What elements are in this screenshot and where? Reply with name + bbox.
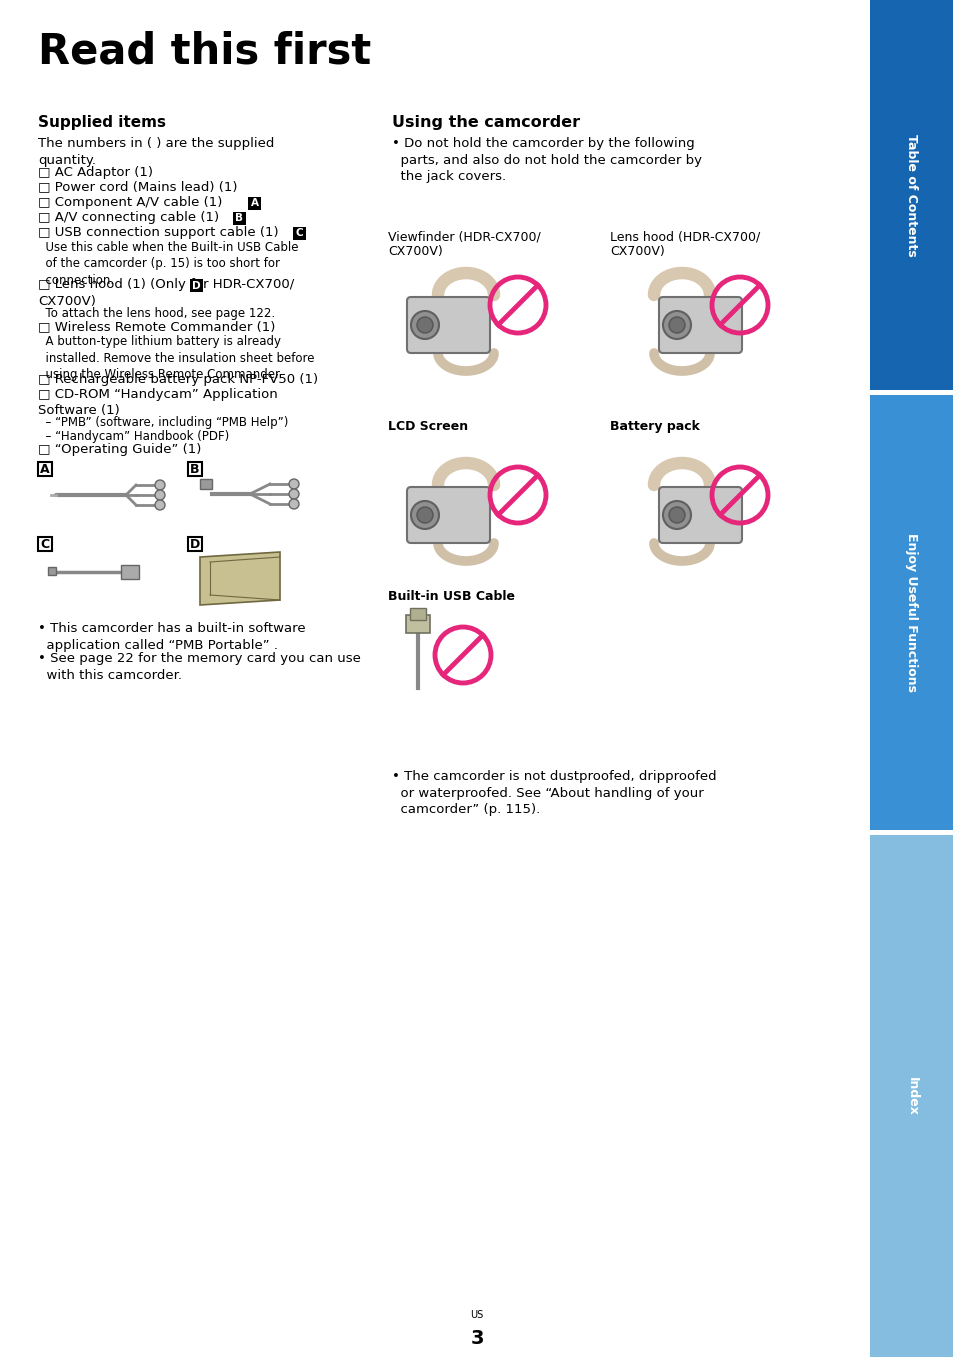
Text: A button-type lithium battery is already
  installed. Remove the insulation shee: A button-type lithium battery is already…	[38, 335, 314, 381]
Text: To attach the lens hood, see page 122.: To attach the lens hood, see page 122.	[38, 307, 274, 319]
Text: Supplied items: Supplied items	[38, 115, 166, 130]
Text: □ Rechargeable battery pack NP-FV50 (1): □ Rechargeable battery pack NP-FV50 (1)	[38, 373, 317, 385]
Text: C: C	[295, 228, 303, 237]
Circle shape	[662, 311, 690, 339]
Circle shape	[289, 479, 298, 489]
Polygon shape	[200, 552, 280, 605]
Text: 3: 3	[470, 1329, 483, 1348]
Text: – “PMB” (software, including “PMB Help”): – “PMB” (software, including “PMB Help”)	[38, 417, 288, 429]
FancyBboxPatch shape	[659, 487, 741, 543]
Text: Using the camcorder: Using the camcorder	[392, 115, 579, 130]
Text: □ Power cord (Mains lead) (1): □ Power cord (Mains lead) (1)	[38, 180, 237, 194]
Bar	[869, 830, 953, 833]
Text: B: B	[235, 213, 243, 223]
FancyBboxPatch shape	[407, 487, 490, 543]
Text: Viewfinder (HDR-CX700/
CX700V): Viewfinder (HDR-CX700/ CX700V)	[388, 229, 540, 258]
Text: Battery pack: Battery pack	[609, 421, 700, 433]
Bar	[869, 395, 953, 830]
Bar	[293, 227, 306, 239]
Text: • This camcorder has a built-in software
  application called “PMB Portable” .: • This camcorder has a built-in software…	[38, 622, 305, 651]
Circle shape	[411, 501, 438, 529]
Circle shape	[154, 480, 165, 490]
Circle shape	[668, 508, 684, 522]
Bar	[200, 479, 212, 489]
Text: □ USB connection support cable (1): □ USB connection support cable (1)	[38, 225, 278, 239]
Text: □ Lens hood (1) (Only for HDR-CX700/
CX700V): □ Lens hood (1) (Only for HDR-CX700/ CX7…	[38, 278, 294, 308]
Circle shape	[416, 508, 433, 522]
Bar	[188, 537, 202, 551]
FancyBboxPatch shape	[407, 297, 490, 353]
Text: Read this first: Read this first	[38, 30, 371, 72]
Text: US: US	[470, 1310, 483, 1320]
Circle shape	[668, 318, 684, 332]
Text: • See page 22 for the memory card you can use
  with this camcorder.: • See page 22 for the memory card you ca…	[38, 651, 360, 681]
Circle shape	[411, 311, 438, 339]
Circle shape	[154, 490, 165, 499]
Bar	[38, 537, 52, 551]
Bar	[190, 280, 203, 292]
Circle shape	[662, 501, 690, 529]
Text: C: C	[40, 537, 50, 551]
Text: □ CD-ROM “Handycam” Application
Software (1): □ CD-ROM “Handycam” Application Software…	[38, 388, 277, 417]
Text: Use this cable when the Built-in USB Cable
  of the camcorder (p. 15) is too sho: Use this cable when the Built-in USB Cab…	[38, 240, 298, 286]
Text: □ A/V connecting cable (1): □ A/V connecting cable (1)	[38, 210, 219, 224]
Circle shape	[289, 489, 298, 499]
Bar	[233, 212, 246, 224]
Text: D: D	[190, 537, 200, 551]
Text: Enjoy Useful Functions: Enjoy Useful Functions	[904, 533, 918, 692]
Bar	[188, 461, 202, 476]
Bar	[869, 835, 953, 1357]
Text: • Do not hold the camcorder by the following
  parts, and also do not hold the c: • Do not hold the camcorder by the follo…	[392, 137, 701, 183]
Text: □ Wireless Remote Commander (1): □ Wireless Remote Commander (1)	[38, 320, 275, 332]
Text: Table of Contents: Table of Contents	[904, 133, 918, 256]
Text: • The camcorder is not dustproofed, dripproofed
  or waterproofed. See “About ha: • The camcorder is not dustproofed, drip…	[392, 769, 716, 816]
Bar	[410, 608, 426, 620]
Text: Built-in USB Cable: Built-in USB Cable	[388, 590, 515, 603]
Text: A: A	[251, 198, 258, 208]
Text: A: A	[40, 463, 50, 475]
Text: B: B	[190, 463, 199, 475]
FancyBboxPatch shape	[659, 297, 741, 353]
Bar	[38, 461, 52, 476]
Text: □ “Operating Guide” (1): □ “Operating Guide” (1)	[38, 442, 201, 456]
Bar	[248, 197, 261, 209]
Text: Lens hood (HDR-CX700/
CX700V): Lens hood (HDR-CX700/ CX700V)	[609, 229, 760, 258]
Circle shape	[289, 499, 298, 509]
Bar	[48, 567, 56, 575]
Bar	[869, 389, 953, 394]
Text: Index: Index	[904, 1076, 918, 1115]
Circle shape	[416, 318, 433, 332]
Text: □ AC Adaptor (1): □ AC Adaptor (1)	[38, 166, 152, 179]
Bar	[121, 565, 139, 579]
Text: LCD Screen: LCD Screen	[388, 421, 468, 433]
Text: D: D	[192, 281, 200, 290]
Text: – “Handycam” Handbook (PDF): – “Handycam” Handbook (PDF)	[38, 430, 229, 442]
Bar	[869, 0, 953, 389]
Text: □ Component A/V cable (1): □ Component A/V cable (1)	[38, 195, 222, 209]
Bar	[406, 615, 430, 632]
Circle shape	[154, 499, 165, 510]
Text: The numbers in ( ) are the supplied
quantity.: The numbers in ( ) are the supplied quan…	[38, 137, 274, 167]
